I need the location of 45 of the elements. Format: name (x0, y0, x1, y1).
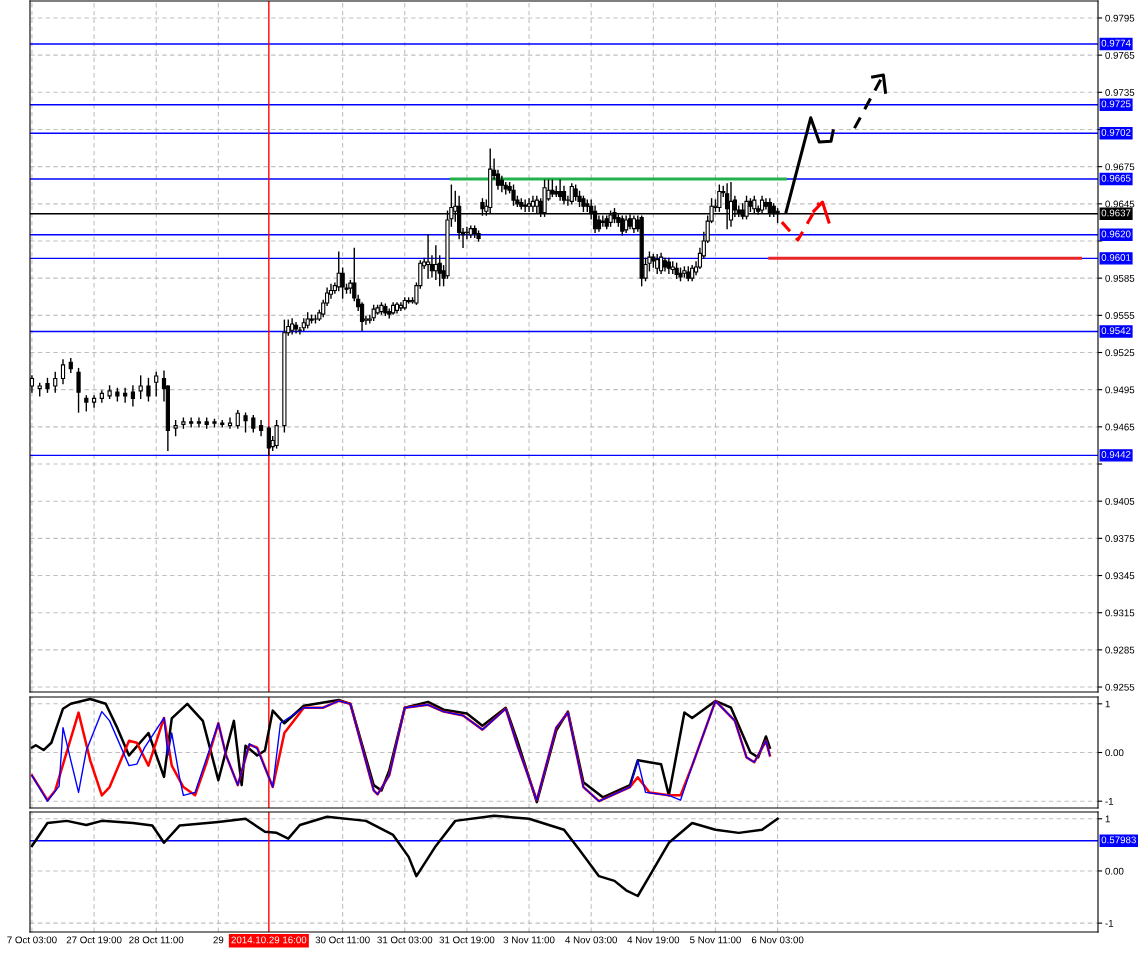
y-tick-label: 0.9675 (1105, 163, 1135, 171)
ref-line-label: 0.9725 (1101, 100, 1131, 108)
y-tick-label: 0.00 (1105, 749, 1124, 757)
ref-line-label: 0.9542 (1101, 327, 1131, 335)
ref-line-label: 0.9620 (1101, 230, 1131, 238)
y-tick-label: 0.9345 (1105, 572, 1135, 580)
y-tick-label: 0.9465 (1105, 423, 1135, 431)
x-tick-label: 6 Nov 03:00 (751, 936, 804, 944)
y-tick-label: -1 (1105, 798, 1114, 805)
y-tick-label: 1 (1105, 815, 1110, 823)
y-tick-label: 0.9735 (1105, 89, 1135, 96)
y-tick-label: 0.9375 (1105, 535, 1135, 542)
y-tick-label: 1 (1105, 700, 1110, 708)
x-tick-label: 3 Nov 11:00 (503, 936, 555, 944)
ref-line-label: 0.9637 (1101, 209, 1131, 217)
x-tick-label: 31 Oct 19:00 (439, 936, 495, 944)
ref-line-label: 0.9442 (1101, 451, 1131, 458)
y-tick-label: 0.9285 (1105, 646, 1135, 654)
x-tick-label: 30 Oct 11:00 (315, 936, 370, 944)
y-tick-label: 0.00 (1105, 867, 1124, 875)
x-tick-label: 4 Nov 19:00 (627, 936, 680, 944)
y-tick-label: 0.9645 (1105, 200, 1135, 208)
y-tick-label: -1 (1105, 919, 1114, 927)
x-tick-label: 5 Nov 11:00 (690, 936, 741, 944)
x-tick-label: 28 Oct 11:00 (129, 936, 184, 944)
y-tick-label: 0.9795 (1105, 14, 1135, 22)
x-tick-label: 31 Oct 03:00 (377, 936, 433, 944)
ref-line-label: 0.9601 (1101, 254, 1131, 261)
y-tick-label: 0.9315 (1105, 609, 1135, 617)
y-tick-label: 0.9495 (1105, 386, 1135, 394)
y-tick-label: 0.9525 (1105, 349, 1135, 357)
ref-line-label: 0.9702 (1101, 128, 1131, 136)
x-tick-label: 7 Oct 03:00 (7, 936, 57, 944)
x-tick-label: 4 Nov 03:00 (565, 936, 618, 944)
x-tick-label: 29 (213, 936, 224, 944)
y-tick-label: 0.9255 (1105, 683, 1135, 691)
ref-line-label: 0.9774 (1101, 39, 1131, 47)
ref-line-label: 0.57983 (1101, 836, 1136, 844)
x-tick-label: 2014.10.29 16:00 (231, 936, 307, 944)
y-tick-label: 0.9585 (1105, 274, 1135, 282)
y-tick-label: 0.9765 (1105, 51, 1135, 59)
ref-line-label: 0.9665 (1101, 174, 1131, 182)
y-tick-label: 0.9555 (1105, 312, 1135, 319)
y-tick-label: 0.9405 (1105, 497, 1135, 505)
x-tick-label: 27 Oct 19:00 (66, 936, 122, 944)
